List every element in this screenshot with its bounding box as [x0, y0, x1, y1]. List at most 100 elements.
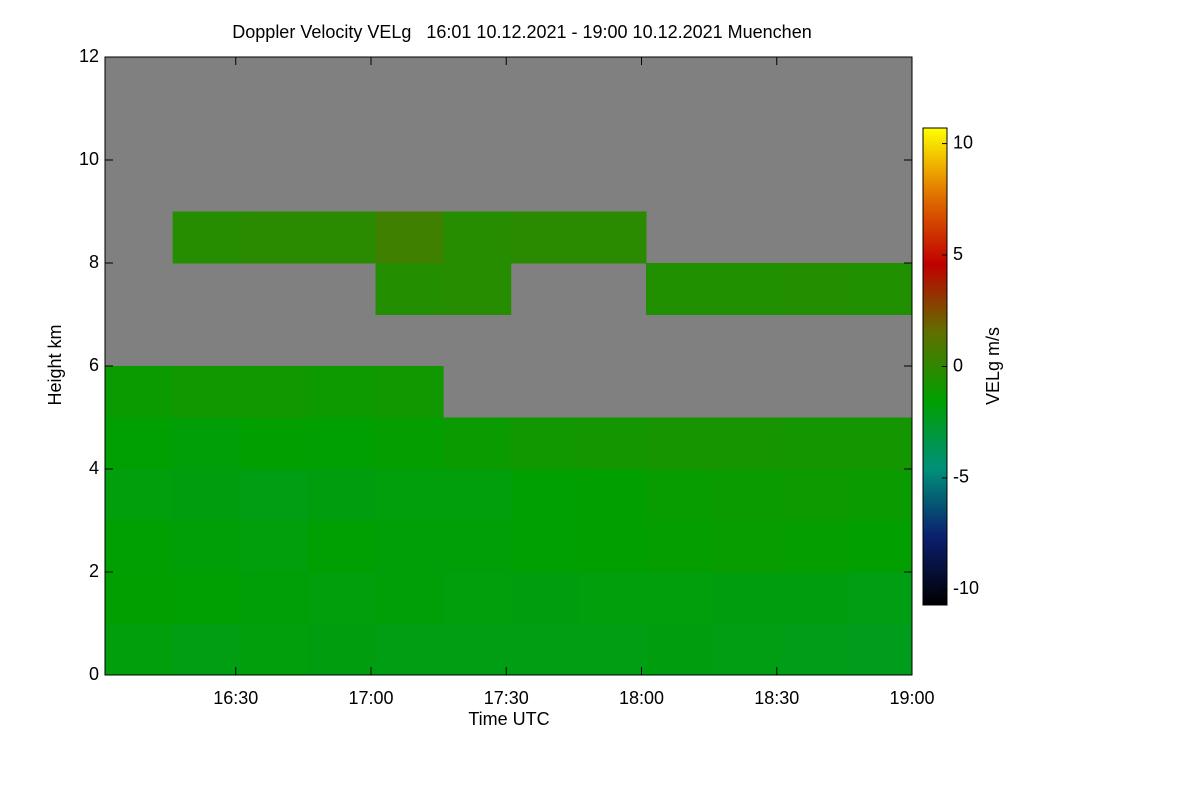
- heat-cell: [105, 572, 174, 624]
- heat-cell: [510, 572, 579, 624]
- y-tick-label: 12: [79, 46, 99, 66]
- heat-cell: [510, 417, 579, 470]
- heat-cell: [781, 263, 850, 315]
- colorbar-tick-label: -5: [953, 467, 969, 487]
- heat-cell: [848, 520, 913, 573]
- heat-cell: [375, 263, 444, 315]
- heat-cell: [443, 417, 512, 470]
- heat-cell: [848, 623, 913, 676]
- y-tick-label: 4: [89, 458, 99, 478]
- heat-cell: [307, 623, 377, 676]
- heat-cell: [578, 417, 647, 470]
- heat-cell: [172, 520, 241, 573]
- heat-cell: [646, 520, 715, 573]
- heat-cell: [646, 469, 715, 521]
- x-tick-label: 16:30: [213, 688, 258, 708]
- heat-cell: [172, 417, 241, 470]
- y-tick-label: 2: [89, 561, 99, 581]
- heat-cell: [646, 572, 715, 624]
- heat-cell: [105, 469, 174, 521]
- heat-cell: [713, 469, 782, 521]
- heat-cell: [240, 366, 309, 418]
- heat-cell: [307, 520, 377, 573]
- heat-cell: [510, 623, 579, 676]
- heat-cell: [375, 469, 444, 521]
- heat-cell: [443, 572, 512, 624]
- heat-cell: [510, 211, 579, 264]
- y-tick-label: 10: [79, 149, 99, 169]
- x-axis-label: Time UTC: [468, 709, 549, 729]
- heat-cell: [375, 623, 444, 676]
- colorbar-tick-label: 0: [953, 355, 963, 375]
- heat-cell: [375, 572, 444, 624]
- heat-cell: [848, 263, 913, 315]
- heat-cell: [375, 417, 444, 470]
- heat-cell: [578, 520, 647, 573]
- y-axis-label: Height km: [45, 324, 65, 405]
- heat-cell: [172, 572, 241, 624]
- x-tick-label: 18:00: [619, 688, 664, 708]
- heat-cell: [240, 623, 309, 676]
- heat-cell: [848, 417, 913, 470]
- heat-cell: [375, 520, 444, 573]
- heat-cell: [105, 366, 174, 418]
- x-tick-label: 17:30: [484, 688, 529, 708]
- heat-cell: [646, 417, 715, 470]
- heat-cell: [510, 469, 579, 521]
- heat-cell: [172, 211, 241, 264]
- heat-cell: [105, 623, 174, 676]
- y-tick-label: 6: [89, 355, 99, 375]
- heat-cell: [510, 520, 579, 573]
- heat-cell: [578, 211, 647, 264]
- heat-cell: [307, 572, 377, 624]
- heat-cell: [646, 263, 715, 315]
- heat-cell: [578, 572, 647, 624]
- heat-cell: [781, 623, 850, 676]
- heat-cell: [781, 417, 850, 470]
- colorbar-label: VELg m/s: [983, 327, 1003, 405]
- x-tick-label: 17:00: [348, 688, 393, 708]
- heat-cell: [172, 623, 241, 676]
- y-tick-label: 0: [89, 664, 99, 684]
- heat-cell: [443, 469, 512, 521]
- colorbar-tick-label: 5: [953, 244, 963, 264]
- heat-cell: [240, 520, 309, 573]
- heat-cell: [375, 211, 444, 264]
- heat-cell: [375, 366, 444, 418]
- heat-cell: [172, 469, 241, 521]
- heat-cell: [443, 263, 512, 315]
- heat-cell: [240, 211, 309, 264]
- heat-cell: [105, 520, 174, 573]
- heat-cell: [781, 520, 850, 573]
- heat-cell: [781, 572, 850, 624]
- chart-title: Doppler Velocity VELg 16:01 10.12.2021 -…: [232, 22, 811, 42]
- heat-cell: [578, 623, 647, 676]
- heat-cell: [781, 469, 850, 521]
- heat-cell: [848, 572, 913, 624]
- y-tick-label: 8: [89, 252, 99, 272]
- heat-cell: [172, 366, 241, 418]
- heat-cell: [307, 417, 377, 470]
- heat-cell: [713, 263, 782, 315]
- heat-cell: [713, 417, 782, 470]
- heat-cell: [848, 469, 913, 521]
- heat-cell: [307, 469, 377, 521]
- heat-cell: [307, 366, 377, 418]
- heat-cell: [240, 469, 309, 521]
- x-tick-label: 18:30: [754, 688, 799, 708]
- heat-cell: [713, 520, 782, 573]
- heat-cell: [443, 623, 512, 676]
- colorbar-tick-label: 10: [953, 132, 973, 152]
- heat-cell: [713, 623, 782, 676]
- colorbar-tick-label: -10: [953, 578, 979, 598]
- heat-cell: [240, 572, 309, 624]
- heat-cell: [443, 211, 512, 264]
- heat-cell: [240, 417, 309, 470]
- heat-cell: [443, 520, 512, 573]
- heat-cell: [105, 417, 174, 470]
- heat-cell: [713, 572, 782, 624]
- heat-cell: [578, 469, 647, 521]
- heat-cell: [646, 623, 715, 676]
- x-tick-label: 19:00: [889, 688, 934, 708]
